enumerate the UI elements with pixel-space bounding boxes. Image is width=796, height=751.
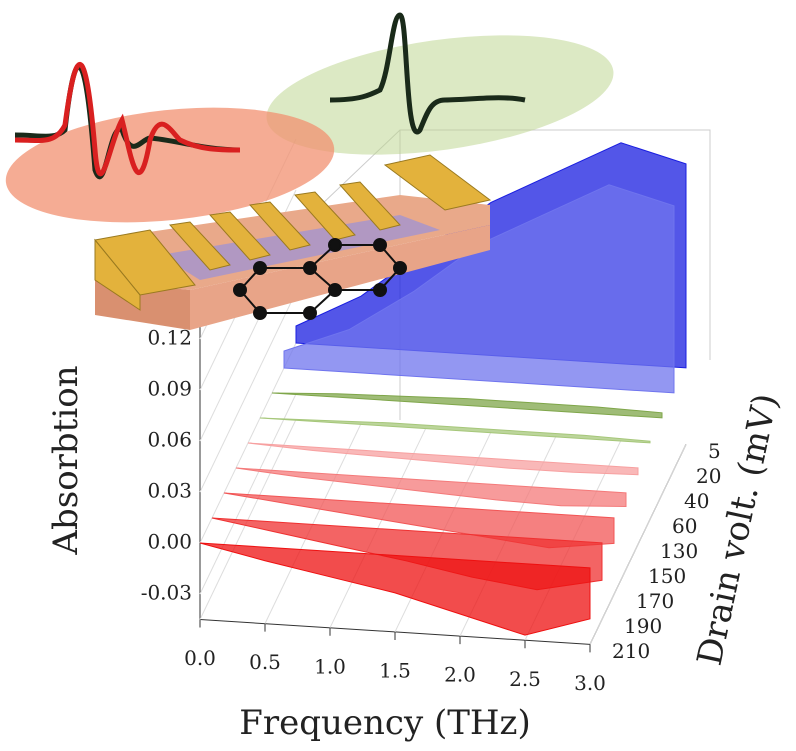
x-tick-label: 2.0 bbox=[444, 663, 476, 687]
y-axis-label: Absorbtion bbox=[46, 365, 86, 555]
series-area bbox=[199, 542, 591, 636]
z-tick-label: 40 bbox=[684, 489, 709, 513]
grid-line bbox=[199, 291, 297, 493]
x-axis-label: Frequency (THz) bbox=[239, 703, 530, 743]
z-axis-label: Drain volt. (mV) bbox=[690, 390, 787, 669]
grid-line bbox=[264, 423, 362, 624]
y-tick-label: 0.03 bbox=[147, 479, 192, 503]
series-area bbox=[283, 184, 675, 394]
y-tick-label: 0.06 bbox=[147, 428, 192, 452]
grid-line bbox=[589, 444, 687, 645]
y-tick-label: 0.00 bbox=[147, 530, 192, 554]
x-tick-label: 1.5 bbox=[379, 658, 411, 682]
z-tick-label: 5 bbox=[708, 439, 721, 463]
z-tick-label: 150 bbox=[648, 564, 686, 588]
z-tick-label: 20 bbox=[696, 464, 721, 488]
x-tick-label: 0.5 bbox=[249, 650, 281, 674]
z-tick-label: 190 bbox=[624, 614, 662, 638]
series-area bbox=[247, 442, 639, 476]
x-tick-label: 1.0 bbox=[314, 654, 346, 678]
y-tick-label: 0.12 bbox=[147, 326, 192, 350]
x-tick-label: 0.0 bbox=[184, 646, 216, 670]
grid-line bbox=[199, 419, 297, 620]
z-tick-label: 60 bbox=[672, 514, 697, 538]
series-area bbox=[259, 417, 651, 444]
y-tick-label: -0.03 bbox=[141, 581, 192, 605]
grid-line bbox=[199, 393, 297, 595]
x-tick-label: 2.5 bbox=[509, 667, 541, 691]
z-tick-label: 210 bbox=[612, 639, 650, 663]
series-area bbox=[271, 392, 663, 419]
x-tick-label: 3.0 bbox=[574, 671, 606, 695]
grid-line bbox=[329, 427, 427, 629]
device-illustration bbox=[5, 12, 614, 330]
plot-area: -0.03 0.00 0.03 0.06 0.09 0.12 0.0 0.5 1.0 1.5 2.0… bbox=[141, 138, 721, 695]
series-area bbox=[235, 467, 627, 508]
z-tick-label: 130 bbox=[660, 539, 698, 563]
y-tick-label: 0.09 bbox=[147, 377, 192, 401]
z-tick-label: 170 bbox=[636, 589, 674, 613]
